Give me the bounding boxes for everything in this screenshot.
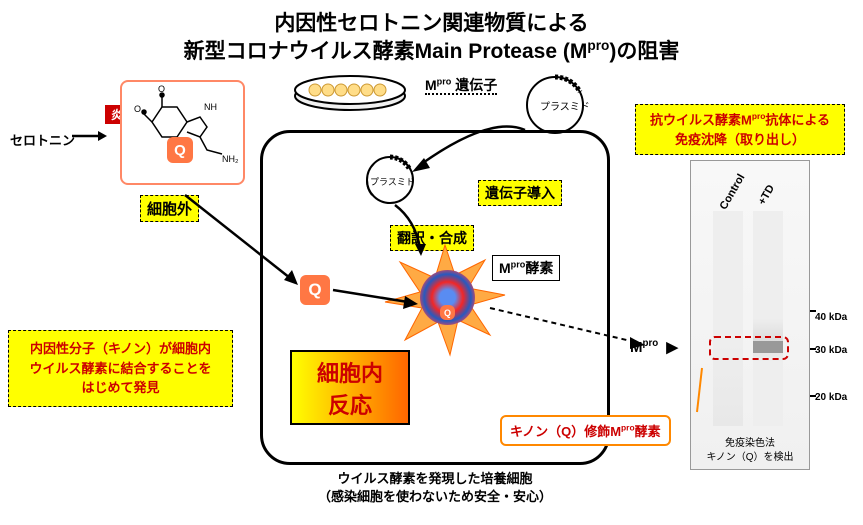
title: 内因性セロトニン関連物質による 新型コロナウイルス酵素Main Protease… [0,4,863,66]
gel-40kda: 40 kDa [815,312,847,323]
q-badge-mol: Q [167,137,193,163]
arrow-to-gel [485,300,655,360]
triangle-icon: ▶ [666,339,678,356]
svg-text:O: O [134,104,141,114]
serotonin-label: セロトニン [10,130,75,149]
gel-lane-td [753,211,783,426]
arrow-q-to-protein [330,280,425,320]
q-badge-protein: Q [440,305,455,320]
title-line1: 内因性セロトニン関連物質による [0,10,863,37]
gel-td-label: +TD [756,183,777,207]
gel-caption: 免疫染色法 キノン（Q）を検出 [691,437,809,465]
plasmid-inner-label: プラスミド [370,175,415,188]
arrow-q-entry [180,190,320,310]
title-line2: 新型コロナウイルス酵素Main Protease (Mpro)の阻害 [0,37,863,65]
gel-panel: Control +TD 免疫染色法 キノン（Q）を検出 [690,160,810,470]
petri-dish [290,68,410,113]
tick20 [810,395,816,397]
molecule-box: NH NH₂ O O Q [120,80,245,185]
svg-text:O: O [158,84,165,94]
antibody-box: 抗ウイルス酵素Mpro抗体による 免疫沈降（取り出し） [635,104,845,155]
svg-text:NH: NH [204,102,217,112]
discovery-box: 内因性分子（キノン）が細胞内 ウイルス酵素に結合することを はじめて発見 [8,330,233,407]
gel-control-label: Control [718,172,748,212]
intracellular-reaction-box: 細胞内 反応 [290,350,410,425]
gel-highlight [709,336,789,360]
arrow-serotonin [72,128,107,144]
svg-text:NH₂: NH₂ [222,154,239,164]
tick40 [810,310,816,312]
mpro-gene-label: Mpro 遺伝子 [425,75,497,95]
tick30 [810,348,816,350]
bottom-caption: ウイルス酵素を発現した培養細胞 （感染細胞を使わないため安全・安心） [260,470,610,506]
quinone-mod-box: キノン（Q）修飾Mpro酵素 [500,415,671,446]
arrow-gene-intro [410,110,550,190]
gel-30kda: 30 kDa [815,345,847,356]
gel-lane-control [713,211,743,426]
arrow-quinone-link [682,360,712,420]
molecule-structure: NH NH₂ O O [122,82,242,182]
gel-20kda: 20 kDa [815,392,847,403]
